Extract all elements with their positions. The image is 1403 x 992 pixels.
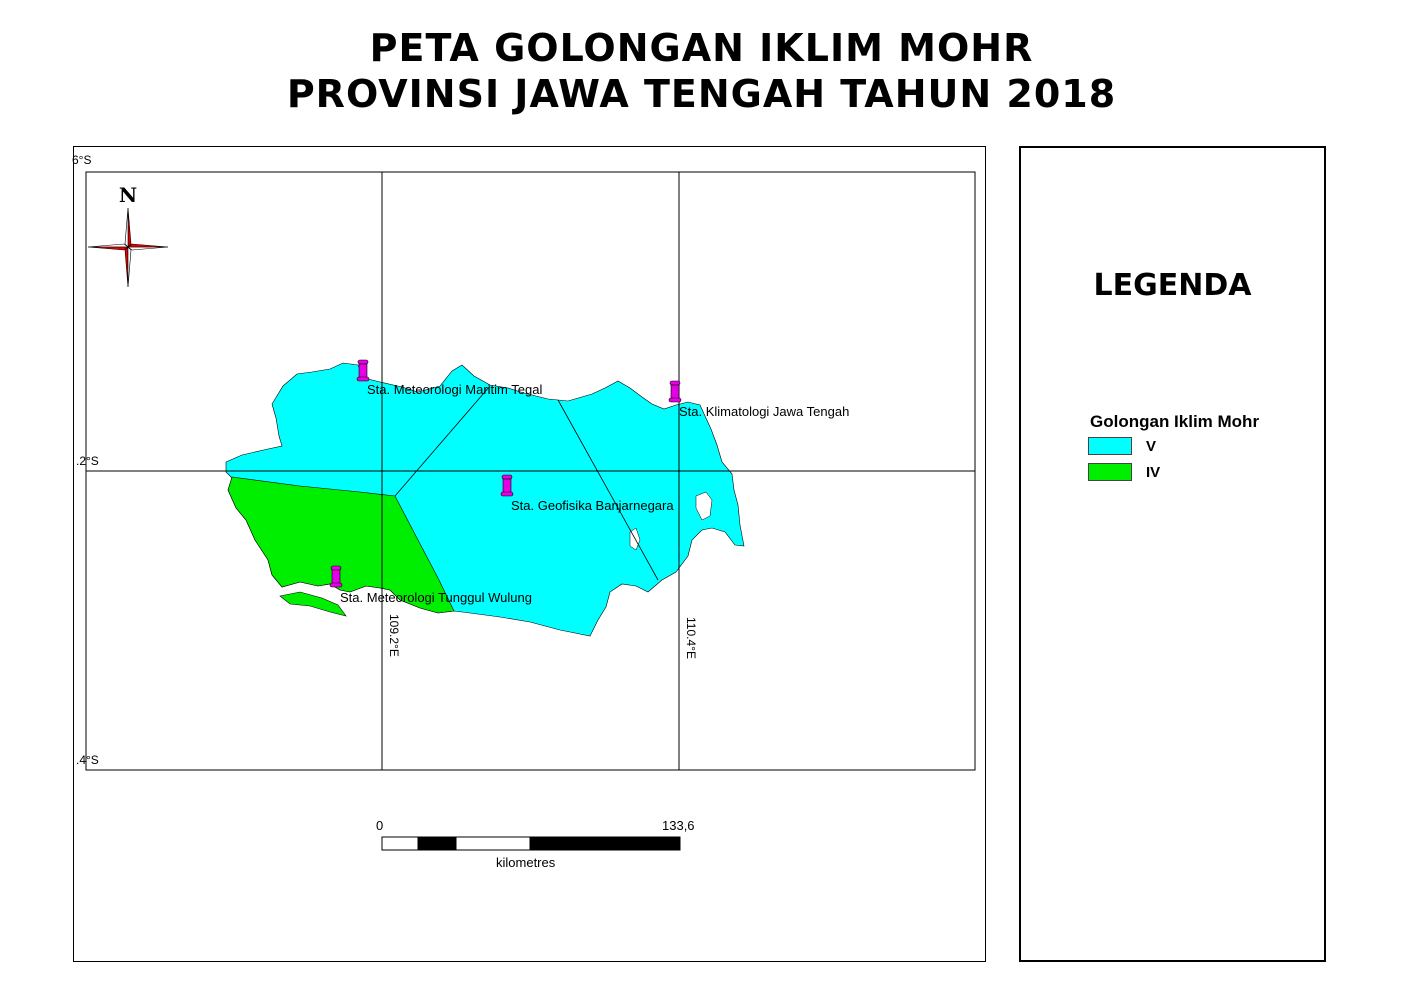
north-label: N bbox=[119, 183, 137, 207]
station-label-tegal: Sta. Meteorologi Maritim Tegal bbox=[367, 382, 542, 397]
legend-label-iv: IV bbox=[1146, 464, 1161, 481]
map-title-line-2: PROVINSI JAWA TENGAH TAHUN 2018 bbox=[286, 72, 1117, 116]
scale-bar bbox=[381, 836, 681, 851]
station-marker-tunggul-wulung[interactable] bbox=[329, 565, 343, 588]
legend-swatch-v bbox=[1088, 437, 1132, 455]
scale-end-label: 133,6 bbox=[662, 818, 695, 833]
station-marker-banjarnegara[interactable] bbox=[500, 474, 514, 497]
lake-east bbox=[695, 491, 713, 521]
map-title-line-1: PETA GOLONGAN IKLIM MOHR bbox=[369, 26, 1034, 70]
lon-label-110-4: 110.4°E bbox=[684, 617, 698, 659]
zone-iv-island bbox=[279, 591, 347, 617]
lon-label-109-2: 109.2°E bbox=[387, 614, 401, 657]
lat-label-middle: .2°S bbox=[76, 454, 99, 468]
station-label-jawa-tengah: Sta. Klimatologi Jawa Tengah bbox=[679, 404, 849, 419]
station-label-tunggul-wulung: Sta. Meteorologi Tunggul Wulung bbox=[340, 590, 532, 605]
legend-frame bbox=[1019, 146, 1326, 962]
scale-unit-label: kilometres bbox=[496, 855, 556, 870]
station-marker-tegal[interactable] bbox=[356, 359, 370, 382]
graticule-lines bbox=[86, 172, 975, 770]
zone-iv-polygon[interactable] bbox=[227, 476, 455, 614]
station-marker-jawa-tengah[interactable] bbox=[668, 380, 682, 403]
thiessen-boundaries bbox=[394, 385, 659, 581]
legend-heading: Golongan Iklim Mohr bbox=[1090, 412, 1260, 431]
station-label-banjarnegara: Sta. Geofisika Banjarnegara bbox=[511, 498, 674, 513]
map-frame bbox=[73, 146, 986, 962]
lat-label-bottom: .4°S bbox=[76, 753, 99, 767]
lat-label-top: 6°S bbox=[72, 153, 91, 167]
legend-swatch-iv bbox=[1088, 463, 1132, 481]
legend-label-v: V bbox=[1146, 438, 1157, 455]
legend-title: LEGENDA bbox=[1093, 268, 1252, 303]
scale-start-label: 0 bbox=[376, 818, 384, 833]
north-arrow: N bbox=[87, 183, 169, 288]
